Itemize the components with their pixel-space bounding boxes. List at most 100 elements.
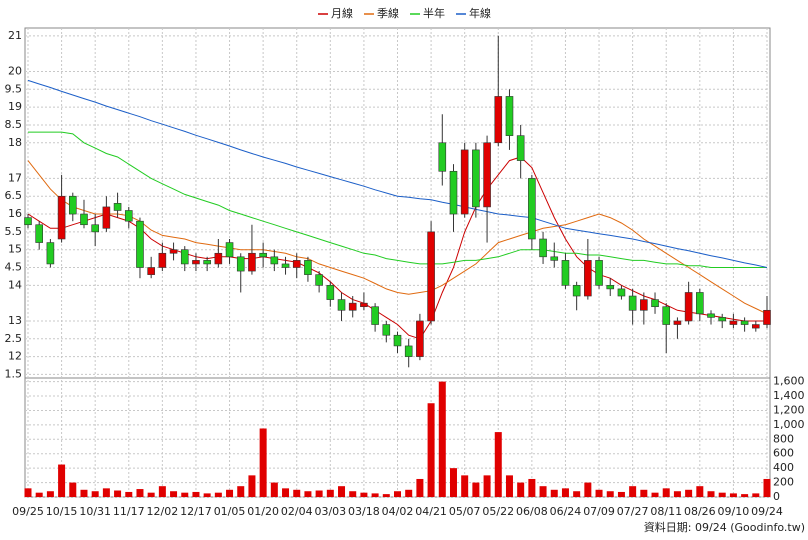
candle-body — [248, 252, 256, 272]
candle-body — [80, 213, 88, 226]
volume-bar — [651, 492, 659, 497]
volume-bar — [472, 482, 480, 497]
x-tick-label: 06/08 — [516, 505, 548, 518]
candle-body — [628, 295, 637, 311]
volume-bar — [237, 486, 245, 497]
volume-bar — [752, 493, 760, 497]
candle-body — [673, 320, 682, 325]
x-tick-label: 01/05 — [214, 505, 246, 518]
candle-body — [438, 142, 447, 172]
candle-body — [528, 178, 536, 240]
volume-bar — [505, 475, 513, 497]
volume-bar — [259, 428, 267, 497]
moving-average-line — [27, 79, 768, 268]
x-tick-label: 07/09 — [583, 505, 615, 518]
x-tick-label: 12/02 — [147, 505, 179, 518]
y-tick-label: 17 — [8, 171, 22, 184]
volume-bar — [573, 491, 581, 497]
x-tick-label: 09/24 — [751, 505, 783, 518]
candle-body — [259, 252, 267, 258]
volume-bar — [360, 492, 368, 497]
candle-body — [617, 288, 626, 297]
volume-bar — [729, 493, 737, 497]
candle-body — [371, 306, 379, 325]
x-tick-label: 12/17 — [180, 505, 212, 518]
candle-body — [292, 260, 301, 268]
x-tick-label: 10/31 — [79, 505, 111, 518]
volume-bar — [617, 491, 625, 497]
volume-bar — [438, 381, 446, 497]
x-tick-label: 08/11 — [650, 505, 682, 518]
volume-bar — [662, 488, 670, 497]
volume-bar — [416, 478, 424, 497]
candle-body — [684, 292, 693, 322]
x-tick-label: 04/02 — [382, 505, 414, 518]
volume-bar — [718, 492, 726, 497]
candle-body — [35, 224, 43, 243]
candle-body — [337, 299, 346, 311]
volume-bar — [136, 489, 144, 497]
volume-bar — [125, 491, 133, 497]
volume-bar — [270, 482, 278, 497]
volume-bar — [584, 482, 592, 497]
y2-tick-label: 600 — [773, 447, 794, 460]
x-tick-label: 03/18 — [348, 505, 380, 518]
volume-bar — [315, 490, 323, 497]
volume-bar — [741, 494, 749, 497]
volume-bar — [69, 482, 77, 497]
candle-body — [304, 260, 312, 275]
candle-body — [595, 260, 603, 286]
volume-bar — [685, 489, 693, 497]
candle-body — [315, 274, 323, 286]
y-tick-label: 18 — [8, 136, 22, 149]
volume-bar — [293, 489, 301, 497]
candle-body — [651, 299, 659, 308]
candle-body — [326, 285, 335, 300]
volume-bar — [394, 491, 401, 497]
candle-body — [427, 231, 435, 322]
candle-body — [214, 252, 223, 265]
volume-bar — [528, 478, 536, 497]
y-tick-label: 4.5 — [5, 261, 23, 274]
y2-tick-label: 1,400 — [773, 389, 805, 402]
volume-bar — [483, 475, 491, 497]
volume-bar — [629, 486, 637, 497]
volume-bar — [181, 492, 189, 497]
volume-bar — [517, 482, 525, 497]
volume-bar — [282, 488, 290, 497]
volume-bar — [606, 491, 614, 497]
candle-body — [404, 345, 413, 357]
y-tick-label: 13 — [8, 314, 22, 327]
volume-bar — [158, 486, 166, 497]
candle-body — [91, 224, 99, 233]
candle-body — [483, 142, 491, 208]
x-tick-label: 06/24 — [550, 505, 582, 518]
volume-bar — [763, 478, 771, 497]
candle-body — [561, 260, 570, 286]
y-tick-label: 1.5 — [5, 367, 23, 380]
candle-body — [393, 334, 402, 347]
volume-bar — [673, 491, 681, 497]
candle-body — [449, 170, 458, 215]
y2-tick-label: 800 — [773, 432, 794, 445]
candle-body — [169, 249, 178, 254]
volume-bar — [640, 489, 648, 497]
volume-bar — [349, 491, 357, 497]
volume-bar — [696, 486, 704, 497]
candle-body — [572, 285, 581, 297]
x-tick-label: 10/15 — [46, 505, 78, 518]
volume-bar — [80, 489, 88, 497]
x-tick-label: 08/26 — [684, 505, 716, 518]
volume-bar — [382, 494, 390, 497]
y2-tick-label: 0 — [773, 490, 780, 503]
volume-bar — [147, 492, 155, 497]
x-tick-label: 09/10 — [718, 505, 750, 518]
y2-tick-label: 400 — [773, 461, 794, 474]
volume-bar — [405, 489, 413, 497]
candle-body — [360, 302, 368, 308]
candle-body — [718, 317, 727, 322]
candle-body — [382, 324, 391, 336]
x-tick-label: 02/04 — [281, 505, 313, 518]
legend-label: 月線 — [331, 6, 353, 20]
y-tick-label: 20 — [8, 64, 22, 77]
